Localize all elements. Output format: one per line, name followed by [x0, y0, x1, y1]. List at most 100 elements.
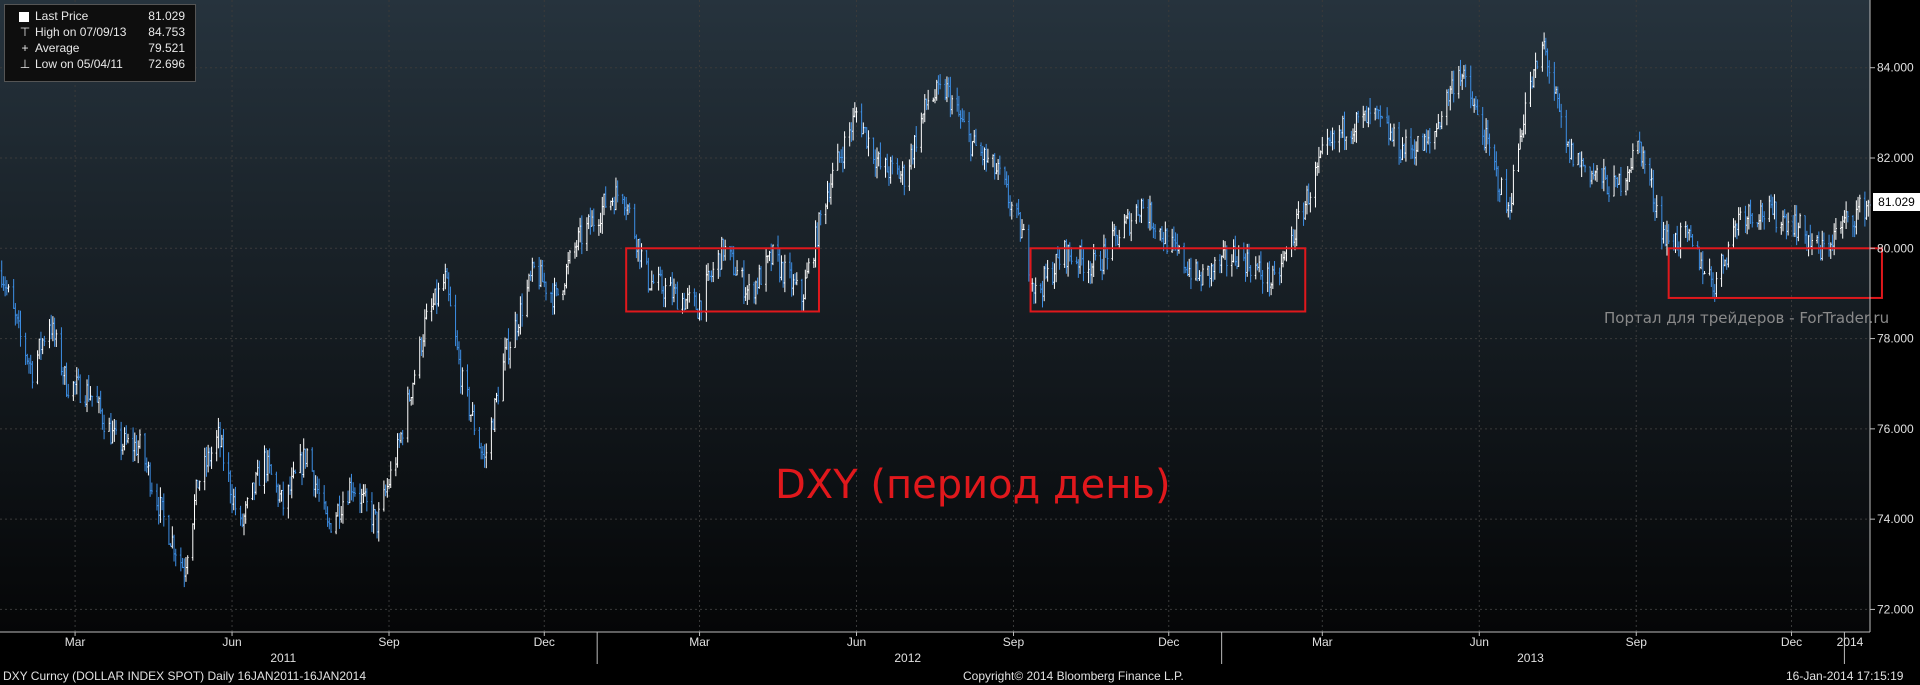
candle: [401, 429, 404, 446]
legend-high-label: High on 07/09/13: [35, 25, 127, 39]
candle: [126, 433, 129, 444]
candle: [55, 329, 58, 348]
candle: [19, 310, 22, 347]
candle: [855, 107, 858, 123]
candle: [712, 261, 715, 283]
candle: [1440, 111, 1443, 130]
candle: [1392, 123, 1395, 147]
candle: [628, 202, 631, 214]
candle: [1667, 224, 1670, 244]
year-label-2: 2013: [1517, 651, 1544, 665]
legend-row-last-price: Last Price 81.029: [13, 9, 189, 24]
legend-row-high: ⊤ High on 07/09/13 84.753: [13, 25, 189, 40]
candle: [1428, 127, 1431, 154]
candle: [1357, 110, 1360, 123]
candle: [1488, 133, 1491, 156]
candle: [974, 128, 977, 146]
candle: [1452, 70, 1455, 103]
candle: [174, 548, 177, 567]
xtick-label-7: Dec: [1158, 635, 1179, 649]
candle: [580, 215, 583, 255]
last-price-badge: 81.029: [1873, 192, 1920, 211]
candle: [222, 428, 225, 471]
candle: [759, 266, 762, 285]
xtick-label-4: Mar: [689, 635, 710, 649]
x-axis: Mar Jun Sep Dec Mar Jun Sep Dec Mar Jun Sep Dec 2011…: [0, 631, 1870, 665]
candle: [270, 464, 273, 475]
candle: [891, 155, 894, 175]
candle: [1524, 92, 1527, 135]
candle: [1416, 135, 1419, 153]
candle: [1130, 213, 1133, 242]
candle: [1536, 60, 1539, 70]
candle: [1046, 259, 1049, 282]
candle: [485, 443, 488, 469]
candle: [1249, 264, 1252, 283]
candle: [150, 482, 153, 495]
candle: [1703, 271, 1706, 275]
ytick-label-6: 84.000: [1877, 61, 1914, 75]
candle: [1273, 260, 1276, 275]
candle: [1082, 248, 1085, 282]
candle: [1369, 97, 1372, 125]
xtick-label-5: Jun: [847, 635, 866, 649]
candle: [1381, 115, 1384, 119]
candle: [473, 404, 476, 436]
candle: [210, 446, 213, 469]
xtick-label-6: Sep: [1003, 635, 1025, 649]
candle: [652, 274, 655, 284]
candle: [437, 282, 440, 307]
candle: [1739, 207, 1742, 221]
candle: [1727, 241, 1730, 268]
candle: [1799, 213, 1802, 229]
footer-bar: DXY Curncy (DOLLAR INDEX SPOT) Daily 16J…: [0, 667, 1920, 685]
range-box-2: [1667, 247, 1883, 299]
candle: [1189, 257, 1192, 290]
candle: [1596, 165, 1599, 182]
candle: [783, 254, 786, 293]
candle: [1022, 223, 1025, 231]
candle: [31, 361, 34, 389]
candle: [1213, 256, 1216, 280]
footer-security-info: DXY Curncy (DOLLAR INDEX SPOT) Daily 16J…: [3, 669, 367, 683]
candle: [43, 335, 46, 347]
candle: [91, 395, 94, 407]
xtick-label-9: Jun: [1470, 635, 1489, 649]
candle: [963, 110, 966, 123]
range-box-0: [625, 247, 820, 313]
candle: [1321, 136, 1324, 155]
ytick-label-3: 78.000: [1877, 332, 1914, 346]
candle: [413, 369, 416, 385]
xaxis-background: [0, 632, 1920, 667]
candle: [1297, 201, 1300, 219]
candles: [0, 32, 1871, 588]
candle: [282, 481, 285, 516]
candle: [341, 491, 344, 524]
legend-low-value: 72.696: [148, 57, 185, 71]
candle: [67, 383, 70, 399]
candle: [1177, 244, 1180, 254]
candle: [592, 208, 595, 232]
candle: [1500, 177, 1503, 196]
candle: [688, 285, 691, 303]
year-label-0: 2011: [270, 651, 296, 665]
low-marker-icon: ⊥: [19, 57, 31, 71]
candle: [1655, 194, 1658, 218]
candle: [986, 148, 989, 163]
ytick-label-5: 82.000: [1877, 151, 1914, 165]
candle: [927, 89, 930, 110]
candle: [1476, 99, 1479, 116]
candle: [915, 126, 918, 152]
candle: [831, 162, 834, 188]
watermark-text: Портал для трейдеров - ForTrader.ru: [1604, 309, 1890, 327]
candle: [365, 488, 368, 512]
candle: [1070, 247, 1073, 265]
legend-row-low: ⊥ Low on 05/04/11 72.696: [13, 57, 189, 72]
candle: [198, 480, 201, 491]
axis-background: [1870, 0, 1920, 632]
candle: [867, 130, 870, 157]
candle: [461, 367, 464, 395]
high-marker-icon: ⊤: [19, 25, 31, 39]
candle: [1715, 272, 1718, 299]
ytick-label-2: 76.000: [1877, 422, 1914, 436]
